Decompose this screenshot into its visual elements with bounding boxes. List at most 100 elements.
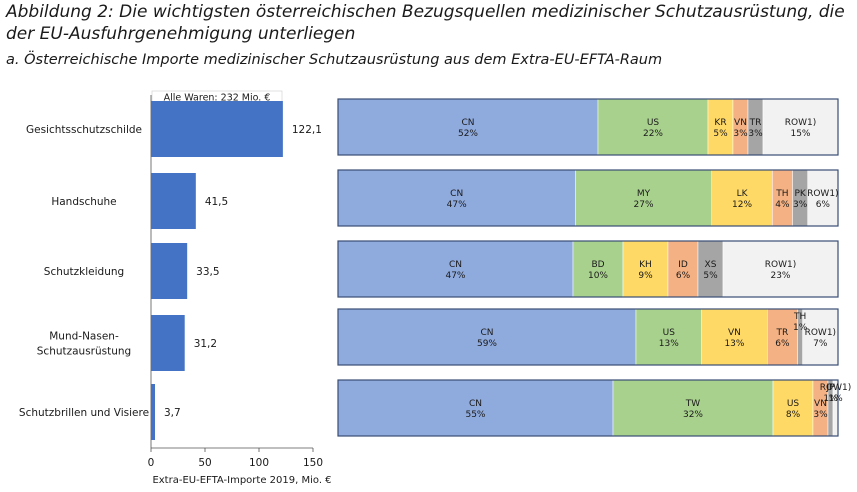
stack-segment: [697, 240, 724, 298]
annotation-text: Alle Waren: 232 Mio. €: [164, 93, 271, 104]
segment-label: VN: [728, 328, 741, 338]
category-label: Gesichtsschutzschilde: [26, 124, 142, 136]
segment-label: ROW1): [785, 118, 816, 128]
segment-percent: 3%: [733, 129, 748, 139]
segment-label: US: [663, 328, 676, 338]
stack-segment: [802, 308, 839, 366]
x-tick-label: 150: [303, 457, 323, 469]
segment-label: LK: [737, 189, 749, 199]
segment-percent: 4%: [775, 200, 790, 210]
segment-percent: 7%: [813, 339, 828, 349]
stack-segment: [667, 240, 699, 298]
segment-label: MY: [637, 189, 651, 199]
segment-label: CN: [450, 189, 463, 199]
segment-label: ROW1): [765, 260, 796, 270]
segment-label: VN: [814, 399, 827, 409]
segment-percent: 59%: [477, 339, 497, 349]
stack-segment: [572, 240, 624, 298]
stack-segment: [762, 98, 839, 156]
segment-percent: 13%: [659, 339, 679, 349]
value-label: 33,5: [196, 266, 219, 278]
segment-percent: 5%: [713, 129, 728, 139]
bar: [151, 384, 155, 440]
segment-label: ID: [678, 260, 688, 270]
stack-segment: [707, 98, 734, 156]
stack-segment: [635, 308, 702, 366]
value-label: 41,5: [205, 196, 228, 208]
segment-percent: 47%: [445, 271, 465, 281]
segment-percent: 6%: [775, 339, 790, 349]
segment-percent: 10%: [588, 271, 608, 281]
x-axis-title: Extra-EU-EFTA-Importe 2019, Mio. €: [152, 475, 331, 486]
segment-percent: 22%: [643, 129, 663, 139]
bar: [151, 101, 283, 157]
segment-label: TR: [776, 328, 789, 338]
segment-label: CN: [461, 118, 474, 128]
category-label: Handschuhe: [51, 196, 116, 208]
bar: [151, 243, 188, 299]
stack-frame: [337, 98, 839, 156]
segment-percent: 52%: [458, 129, 478, 139]
stack-segment: [767, 308, 798, 366]
segment-percent: 6%: [676, 271, 691, 281]
segment-label: KH: [639, 260, 652, 270]
segment-label: KR: [714, 118, 726, 128]
segment-percent: 3%: [748, 129, 763, 139]
value-label: 122,1: [292, 124, 322, 136]
segment-label: ROW1): [820, 383, 851, 393]
segment-percent: 13%: [724, 339, 744, 349]
stack-segment: [807, 169, 839, 227]
segment-label: CN: [469, 399, 482, 409]
segment-percent: 32%: [683, 410, 703, 420]
segment-percent: 8%: [786, 410, 801, 420]
stack-frame: [337, 169, 839, 227]
category-label: Schutzausrüstung: [37, 346, 131, 358]
segment-label: ROW1): [807, 189, 838, 199]
x-tick-label: 100: [249, 457, 269, 469]
segment-percent: 3%: [793, 200, 808, 210]
segment-label: XS: [705, 260, 717, 270]
segment-label: TR: [749, 118, 762, 128]
stack-segment: [722, 240, 839, 298]
stack-frame: [337, 240, 839, 298]
bar: [151, 315, 185, 371]
segment-percent: 1%: [823, 394, 838, 404]
segment-label: TH: [775, 189, 788, 199]
segment-percent: 9%: [638, 271, 653, 281]
segment-label: TH: [793, 312, 806, 322]
segment-percent: 3%: [813, 410, 828, 420]
segment-label: US: [647, 118, 660, 128]
stack-segment: [337, 240, 574, 298]
segment-percent: 23%: [770, 271, 790, 281]
segment-percent: 15%: [790, 129, 810, 139]
stack-segment: [711, 169, 773, 227]
segment-label: TW: [685, 399, 700, 409]
segment-label: BD: [591, 260, 604, 270]
segment-percent: 12%: [732, 200, 752, 210]
category-label: Mund-Nasen-: [49, 331, 119, 343]
segment-percent: 55%: [465, 410, 485, 420]
figure-title: Abbildung 2: Die wichtigsten österreichi…: [6, 2, 845, 44]
segment-label: JP: [825, 383, 835, 393]
category-label: Schutzkleidung: [44, 266, 124, 278]
x-tick-label: 0: [148, 457, 155, 469]
x-tick-label: 50: [198, 457, 211, 469]
figure-subtitle: a. Österreichische Importe medizinischer…: [6, 52, 663, 68]
stack-frame: [337, 308, 839, 366]
category-label: Schutzbrillen und Visiere: [19, 407, 149, 419]
segment-percent: 6%: [816, 200, 831, 210]
segment-label: ROW1): [805, 328, 836, 338]
segment-label: CN: [480, 328, 493, 338]
stack-segment: [772, 379, 814, 437]
stack-segment: [622, 240, 669, 298]
segment-percent: 47%: [447, 200, 467, 210]
stack-segment: [337, 169, 576, 227]
segment-label: VN: [734, 118, 747, 128]
value-label: 3,7: [164, 407, 181, 419]
segment-percent: 5%: [703, 271, 718, 281]
segment-percent: 1%: [793, 323, 808, 333]
value-label: 31,2: [194, 338, 217, 350]
segment-label: US: [787, 399, 800, 409]
bar: [151, 173, 196, 229]
